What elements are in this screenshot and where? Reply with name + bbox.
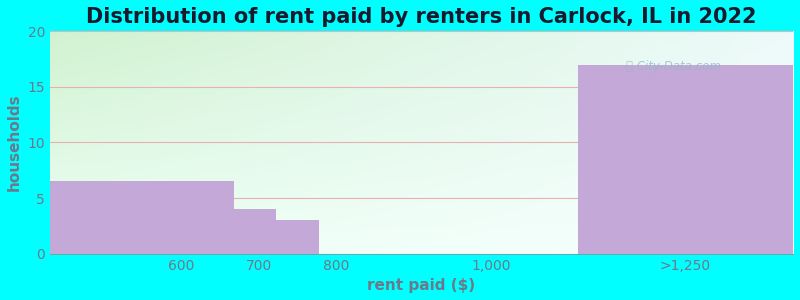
Bar <box>276 220 319 254</box>
Bar <box>578 64 793 254</box>
X-axis label: rent paid ($): rent paid ($) <box>367 278 475 293</box>
Title: Distribution of rent paid by renters in Carlock, IL in 2022: Distribution of rent paid by renters in … <box>86 7 757 27</box>
Bar <box>234 209 276 254</box>
Bar <box>50 182 234 254</box>
Text: Ⓢ City-Data.com: Ⓢ City-Data.com <box>626 60 721 74</box>
Y-axis label: households: households <box>7 94 22 191</box>
